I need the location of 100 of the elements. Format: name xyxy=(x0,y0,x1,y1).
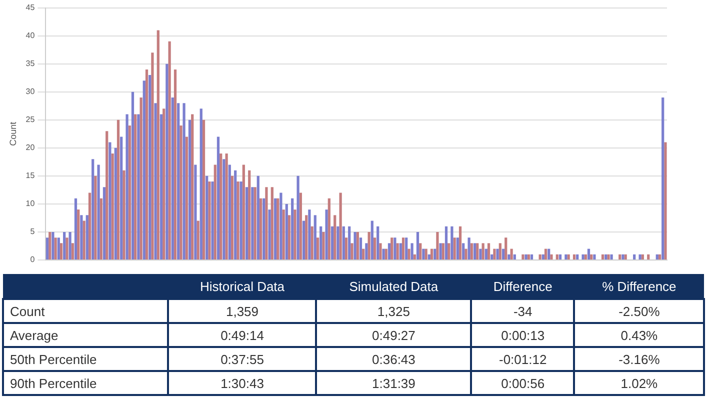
bar xyxy=(382,248,385,260)
bar xyxy=(607,254,610,260)
text: 1:30:43 xyxy=(168,371,316,395)
bar xyxy=(664,142,667,260)
bar xyxy=(92,159,94,260)
bar xyxy=(376,226,380,260)
bar xyxy=(567,254,570,260)
text: -0:01:12 xyxy=(471,347,574,371)
bar xyxy=(487,243,490,260)
bar xyxy=(662,97,664,260)
bar xyxy=(601,254,604,260)
bar xyxy=(188,120,192,260)
bar xyxy=(408,248,410,260)
y-tick-label: 40 xyxy=(26,31,36,40)
bar xyxy=(556,254,558,260)
bar xyxy=(584,254,587,260)
bar xyxy=(242,164,245,260)
y-tick-label: 30 xyxy=(26,87,36,96)
bar xyxy=(490,254,494,260)
bar xyxy=(194,164,197,260)
bar xyxy=(413,254,416,260)
bar xyxy=(362,248,365,260)
bar xyxy=(151,52,154,260)
bar xyxy=(191,114,194,260)
y-tick-label: 15 xyxy=(26,171,36,180)
bar xyxy=(456,238,459,260)
bar xyxy=(180,125,182,260)
bar xyxy=(610,254,613,260)
bar xyxy=(216,136,220,260)
bar xyxy=(230,176,234,260)
bar xyxy=(259,198,262,260)
bar xyxy=(558,254,562,260)
bar xyxy=(436,232,439,260)
bar xyxy=(508,254,510,260)
bar xyxy=(354,232,356,260)
bar xyxy=(265,187,268,260)
bar xyxy=(268,210,271,260)
bar xyxy=(450,226,454,260)
bar xyxy=(373,238,376,260)
bar xyxy=(256,176,260,260)
text: -3.16% xyxy=(574,347,704,371)
y-tick-label: 20 xyxy=(26,143,36,152)
text: 0.43% xyxy=(574,323,704,347)
bar xyxy=(590,254,593,260)
bar xyxy=(196,220,200,260)
bar xyxy=(410,243,414,260)
bar xyxy=(140,97,142,260)
y-tick-label: 35 xyxy=(26,59,36,68)
text: -2.50% xyxy=(574,299,704,323)
bar xyxy=(430,248,434,260)
bar xyxy=(148,75,152,260)
bar xyxy=(240,182,242,260)
bar xyxy=(142,80,146,260)
text: 1,359 xyxy=(168,299,316,323)
text: 1:31:39 xyxy=(316,371,472,395)
bar xyxy=(320,226,322,260)
bar xyxy=(504,238,508,260)
bar xyxy=(248,170,251,260)
bar xyxy=(86,215,88,260)
bar xyxy=(220,154,222,260)
bar xyxy=(60,243,63,260)
bar xyxy=(88,192,92,260)
bar xyxy=(330,226,334,260)
bar xyxy=(68,232,72,260)
y-tick-label: 0 xyxy=(30,255,36,264)
bar xyxy=(419,243,422,260)
text: Count xyxy=(3,299,168,323)
bar xyxy=(156,30,160,260)
bar xyxy=(370,220,374,260)
bar xyxy=(325,210,328,260)
bar xyxy=(166,64,168,260)
bar xyxy=(416,232,420,260)
bar xyxy=(348,226,351,260)
bar xyxy=(530,254,534,260)
bar xyxy=(314,215,316,260)
bar xyxy=(236,182,240,260)
bar xyxy=(251,187,254,260)
bar xyxy=(100,198,102,260)
bar xyxy=(468,238,470,260)
bar xyxy=(522,254,524,260)
y-axis-title: Count xyxy=(8,121,18,146)
bar xyxy=(66,238,68,260)
bar xyxy=(308,210,311,260)
bar xyxy=(154,103,157,260)
bar xyxy=(633,254,636,260)
bar xyxy=(359,238,362,260)
bar xyxy=(334,215,336,260)
text: 50th Percentile xyxy=(3,347,168,371)
bar xyxy=(442,243,444,260)
bar xyxy=(428,254,430,260)
bar xyxy=(587,248,590,260)
bar xyxy=(302,220,306,260)
y-tick-label: 10 xyxy=(26,199,36,208)
bar xyxy=(496,248,499,260)
bar xyxy=(214,164,216,260)
bar xyxy=(80,215,83,260)
bar xyxy=(394,238,396,260)
bar xyxy=(405,238,408,260)
text: Historical Data xyxy=(199,278,286,296)
bar xyxy=(200,108,202,260)
